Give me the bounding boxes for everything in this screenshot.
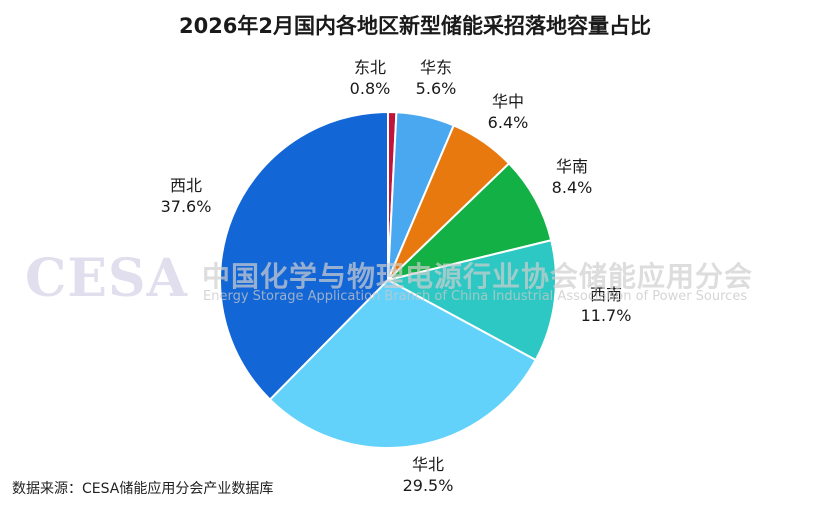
slice-name-label: 华北 [412,455,444,474]
slice-name-label: 华南 [556,157,588,176]
slice-value-label: 0.8% [350,79,391,98]
data-source: 数据来源：CESA储能应用分会产业数据库 [12,481,274,497]
slice-name-label: 华中 [492,92,524,111]
pie-slice-4 [384,162,553,282]
watermark-cn: 中国化学与物理电源行业协会储能应用分会 [202,260,754,293]
pie-slice-6 [268,278,538,449]
slice-name-label: 西南 [590,285,622,304]
slice-value-label: 11.7% [581,306,632,325]
slice-value-label: 37.6% [161,197,212,216]
slice-value-label: 5.6% [416,79,457,98]
watermark-en: Energy Storage Application Branch of Chi… [203,289,748,304]
watermark-logo: CESA [25,248,188,309]
pie-slice-5 [385,239,557,362]
slice-value-label: 8.4% [552,178,593,197]
slice-value-label: 6.4% [488,113,529,132]
slice-name-label: 西北 [170,176,202,195]
chart-title: 2026年2月国内各地区新型储能采招落地容量占比 [178,14,652,38]
slice-name-label: 东北 [354,58,386,77]
slice-name-label: 华东 [420,58,452,77]
slice-value-label: 29.5% [403,476,454,495]
pie-slice-7 [219,110,389,401]
